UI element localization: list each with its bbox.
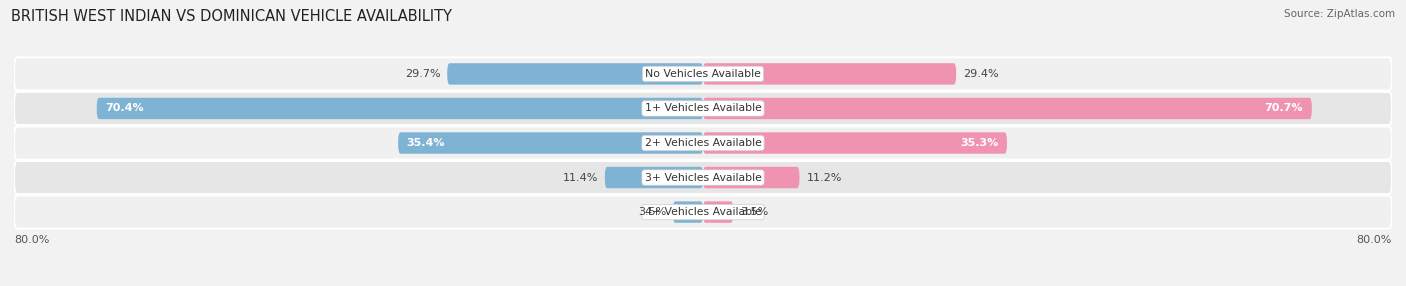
FancyBboxPatch shape — [703, 98, 1312, 119]
Text: 70.4%: 70.4% — [105, 104, 143, 114]
Text: 4+ Vehicles Available: 4+ Vehicles Available — [644, 207, 762, 217]
Text: No Vehicles Available: No Vehicles Available — [645, 69, 761, 79]
Text: 70.7%: 70.7% — [1265, 104, 1303, 114]
Text: 29.7%: 29.7% — [405, 69, 440, 79]
Legend: British West Indian, Dominican: British West Indian, Dominican — [583, 283, 823, 286]
Text: Source: ZipAtlas.com: Source: ZipAtlas.com — [1284, 9, 1395, 19]
Text: 11.4%: 11.4% — [562, 172, 598, 182]
FancyBboxPatch shape — [703, 167, 800, 188]
FancyBboxPatch shape — [97, 98, 703, 119]
Text: 11.2%: 11.2% — [807, 172, 842, 182]
FancyBboxPatch shape — [14, 57, 1392, 90]
FancyBboxPatch shape — [673, 201, 703, 223]
Text: 2+ Vehicles Available: 2+ Vehicles Available — [644, 138, 762, 148]
Text: BRITISH WEST INDIAN VS DOMINICAN VEHICLE AVAILABILITY: BRITISH WEST INDIAN VS DOMINICAN VEHICLE… — [11, 9, 453, 23]
Text: 1+ Vehicles Available: 1+ Vehicles Available — [644, 104, 762, 114]
FancyBboxPatch shape — [14, 92, 1392, 125]
Text: 3+ Vehicles Available: 3+ Vehicles Available — [644, 172, 762, 182]
Text: 3.5%: 3.5% — [638, 207, 666, 217]
FancyBboxPatch shape — [605, 167, 703, 188]
FancyBboxPatch shape — [14, 196, 1392, 229]
FancyBboxPatch shape — [447, 63, 703, 85]
Text: 3.5%: 3.5% — [740, 207, 768, 217]
Text: 80.0%: 80.0% — [14, 235, 49, 245]
FancyBboxPatch shape — [14, 126, 1392, 160]
Text: 80.0%: 80.0% — [1357, 235, 1392, 245]
FancyBboxPatch shape — [703, 201, 733, 223]
FancyBboxPatch shape — [703, 63, 956, 85]
FancyBboxPatch shape — [14, 161, 1392, 194]
Text: 29.4%: 29.4% — [963, 69, 998, 79]
FancyBboxPatch shape — [703, 132, 1007, 154]
Text: 35.4%: 35.4% — [406, 138, 446, 148]
Text: 35.3%: 35.3% — [960, 138, 998, 148]
FancyBboxPatch shape — [398, 132, 703, 154]
